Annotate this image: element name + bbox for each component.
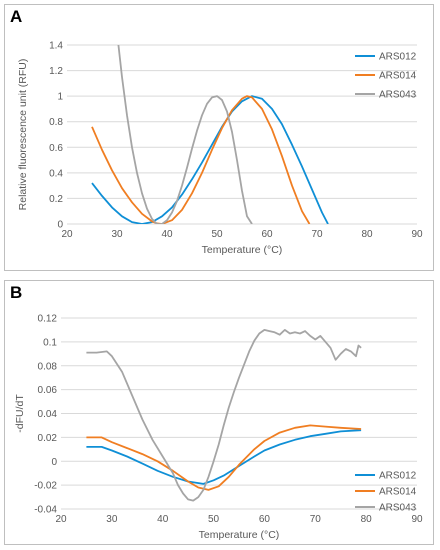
panel-label-a: A bbox=[10, 7, 23, 26]
y-tick-label: 0.2 bbox=[49, 194, 63, 205]
y-tick-label: 1.4 bbox=[49, 41, 63, 52]
y-tick-label: 0.08 bbox=[38, 361, 58, 372]
x-tick-label: 60 bbox=[261, 229, 273, 240]
y-axis-title: Relative fluorescence unit (RFU) bbox=[17, 59, 29, 211]
y-tick-label: 0.1 bbox=[43, 337, 57, 348]
x-tick-label: 20 bbox=[61, 229, 73, 240]
chart-panel-a: A 0 0.2 0.4 0.6 0.8 1 1.2 1.4 20 30 40 50 60 70 80 90 Te… bbox=[4, 4, 434, 271]
x-tick-label: 20 bbox=[55, 514, 67, 525]
x-tick-label: 40 bbox=[161, 229, 173, 240]
y-tick-label: -0.02 bbox=[34, 481, 57, 492]
legend-label: ARS012 bbox=[379, 471, 417, 482]
chart-panel-b: B -0.04 -0.02 0 0.02 0.04 0.06 0.08 0.1 0.12 20 30… bbox=[4, 280, 434, 545]
x-tick-label: 70 bbox=[311, 229, 323, 240]
series-line-ars043 bbox=[86, 329, 362, 502]
x-tick-label: 50 bbox=[211, 229, 223, 240]
x-tick-label: 70 bbox=[310, 514, 322, 525]
legend-label: ARS014 bbox=[379, 71, 417, 82]
series-line-ars012 bbox=[91, 95, 329, 224]
x-tick-label: 80 bbox=[361, 229, 373, 240]
y-axis-title: -dFU/dT bbox=[14, 394, 26, 433]
series-line-ars043 bbox=[117, 45, 253, 224]
x-axis-title: Temperature (°C) bbox=[199, 529, 280, 541]
x-tick-label: 30 bbox=[106, 514, 118, 525]
series-line-ars014 bbox=[86, 424, 362, 491]
chart-a: 0 0.2 0.4 0.6 0.8 1 1.2 1.4 20 30 40 50 60 70 80 90 Temp… bbox=[17, 41, 423, 257]
y-tick-label: 0 bbox=[51, 457, 57, 468]
y-tick-label: 0.06 bbox=[38, 385, 58, 396]
legend-label: ARS043 bbox=[379, 90, 417, 101]
x-tick-label: 50 bbox=[208, 514, 220, 525]
legend-label: ARS014 bbox=[379, 487, 417, 498]
x-tick-label: 90 bbox=[411, 229, 423, 240]
y-tick-label: 0.6 bbox=[49, 143, 63, 154]
y-tick-label: 0.04 bbox=[38, 409, 58, 420]
y-tick-label: 0 bbox=[57, 220, 63, 231]
x-axis-title: Temperature (°C) bbox=[202, 244, 283, 256]
y-tick-label: 0.12 bbox=[38, 314, 58, 325]
x-tick-label: 60 bbox=[259, 514, 271, 525]
x-tick-label: 90 bbox=[411, 514, 423, 525]
x-tick-label: 80 bbox=[361, 514, 373, 525]
y-tick-label: -0.04 bbox=[34, 505, 57, 516]
y-tick-label: 1.2 bbox=[49, 66, 63, 77]
legend-label: ARS043 bbox=[379, 503, 417, 514]
series-line-ars012 bbox=[86, 429, 362, 485]
panel-label-b: B bbox=[10, 283, 23, 302]
y-tick-label: 0.02 bbox=[38, 433, 58, 444]
x-tick-label: 40 bbox=[157, 514, 169, 525]
y-tick-label: 1 bbox=[57, 92, 63, 103]
series-line-ars014 bbox=[91, 95, 311, 224]
y-tick-label: 0.4 bbox=[49, 168, 63, 179]
y-tick-label: 0.8 bbox=[49, 117, 63, 128]
chart-b: -0.04 -0.02 0 0.02 0.04 0.06 0.08 0.1 0.12 20 30 40… bbox=[14, 314, 423, 542]
legend-label: ARS012 bbox=[379, 52, 417, 63]
x-tick-label: 30 bbox=[111, 229, 123, 240]
